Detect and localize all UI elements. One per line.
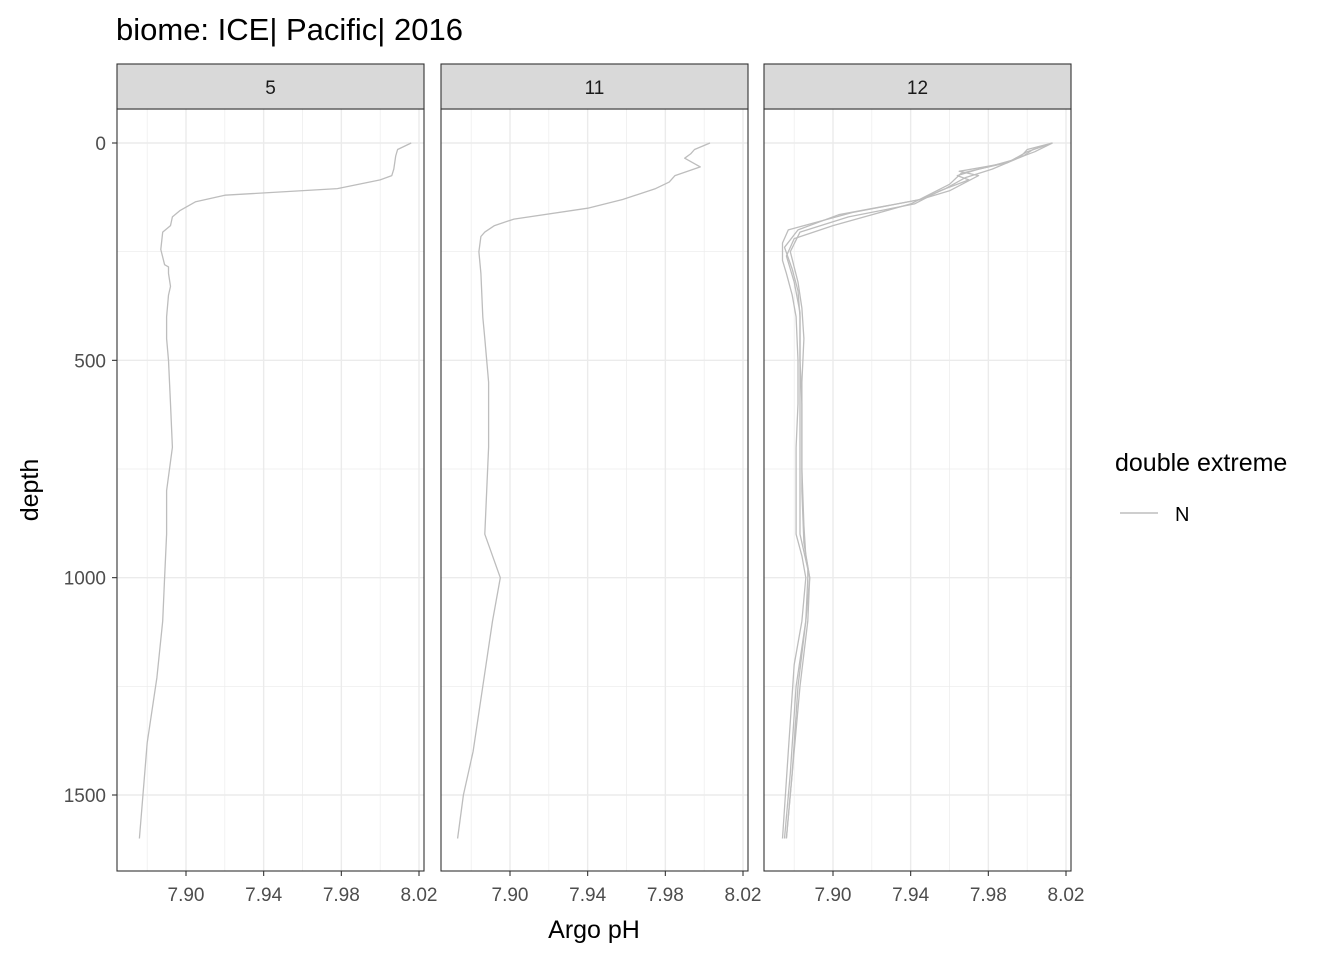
facet-panel-5: 5 7.90 7.94 7.98 8.02 [116,63,438,906]
y-axis: 0 500 1000 1500 [64,134,117,807]
facet-panels: 5 7.90 7.94 7.98 8.02 11 7.90 7.94 7.98 8.02 12 7.9… [116,63,1085,906]
x-tick-label: 7.94 [569,885,606,906]
x-tick-label: 7.98 [647,885,684,906]
facet-strip-label: 11 [585,78,605,99]
legend-title: double extreme [1115,449,1287,477]
facet-strip-label: 12 [907,78,928,99]
facet-strip [763,63,1072,110]
x-tick-label: 8.02 [725,885,762,906]
x-tick-label: 8.02 [1048,885,1085,906]
profile-line [783,142,1053,839]
y-tick-label: 1500 [64,786,106,807]
panel-border [763,108,1072,872]
y-tick-label: 500 [74,351,106,372]
x-tick-label: 7.98 [970,885,1007,906]
x-tick-label: 7.90 [492,885,529,906]
facet-strip [116,63,425,110]
facet-panel-12: 12 7.90 7.94 7.98 8.02 [763,63,1085,906]
facet-strip [440,63,749,110]
plot-title: biome: ICE| Pacific| 2016 [116,12,463,47]
x-tick-label: 7.90 [168,885,205,906]
profile-line [783,142,1053,839]
profile-line [785,142,1053,839]
profile-line [781,142,1053,839]
x-axis-title: Argo pH [548,916,640,944]
y-axis-title: depth [16,459,44,522]
facet-panel-11: 11 7.90 7.94 7.98 8.02 [440,63,762,906]
x-tick-label: 7.94 [245,885,282,906]
y-tick-label: 0 [95,134,106,155]
y-tick-label: 1000 [64,569,106,590]
x-tick-label: 7.94 [892,885,929,906]
panel-border [116,108,425,872]
x-tick-label: 7.90 [815,885,852,906]
facet-strip-label: 5 [265,78,276,99]
profile-line [456,142,711,839]
x-tick-label: 7.98 [323,885,360,906]
legend: double extreme N [1115,449,1287,526]
x-tick-label: 8.02 [401,885,438,906]
profile-line [138,142,412,839]
legend-label: N [1175,504,1189,526]
